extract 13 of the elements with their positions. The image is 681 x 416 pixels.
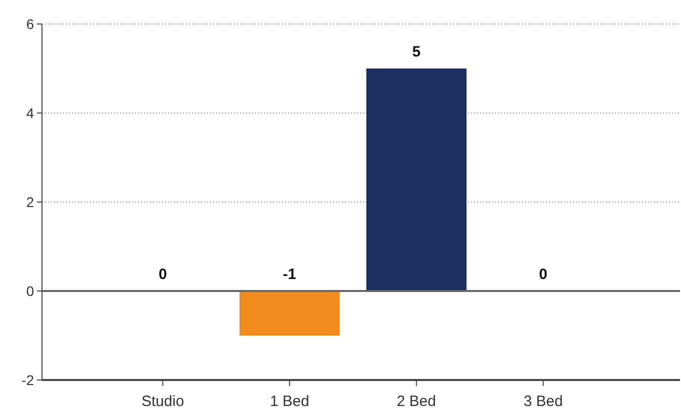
y-tick-label: -2 xyxy=(22,372,34,388)
x-tick-label: 3 Bed xyxy=(524,393,563,410)
data-label: 0 xyxy=(158,266,167,283)
y-tick-label: 6 xyxy=(26,16,34,32)
x-tick-label: 1 Bed xyxy=(270,393,310,410)
data-label: 5 xyxy=(412,44,421,60)
y-tick-label: 4 xyxy=(26,104,34,121)
y-tick-label: 0 xyxy=(26,282,34,299)
x-tick-label: Studio xyxy=(142,393,184,410)
data-label: 0 xyxy=(539,266,548,283)
data-label: -1 xyxy=(282,266,296,283)
y-tick-label: 2 xyxy=(26,194,34,210)
x-tick-label: 2 Bed xyxy=(396,393,436,410)
